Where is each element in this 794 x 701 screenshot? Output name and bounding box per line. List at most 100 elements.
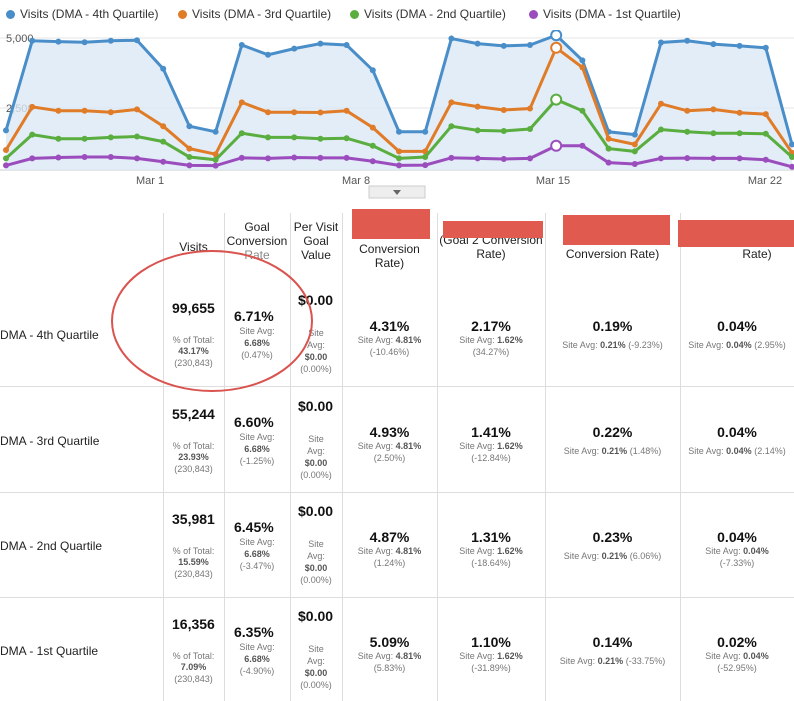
- data-point[interactable]: [684, 155, 691, 162]
- row-label[interactable]: DMA - 2nd Quartile: [0, 539, 103, 553]
- data-point[interactable]: [107, 134, 114, 141]
- data-point[interactable]: [317, 40, 324, 47]
- data-point[interactable]: [343, 135, 350, 142]
- data-point[interactable]: [396, 162, 402, 169]
- row-label[interactable]: DMA - 4th Quartile: [0, 328, 99, 342]
- data-point[interactable]: [55, 154, 62, 161]
- data-point[interactable]: [3, 147, 9, 153]
- data-point[interactable]: [29, 131, 36, 138]
- data-point[interactable]: [265, 134, 271, 141]
- data-point[interactable]: [579, 64, 586, 71]
- data-point[interactable]: [369, 67, 376, 74]
- chevron-down-icon[interactable]: [393, 190, 401, 195]
- data-point[interactable]: [3, 127, 9, 134]
- header-col4[interactable]: Conversion Rate): [359, 242, 420, 270]
- data-point[interactable]: [238, 154, 245, 161]
- data-point[interactable]: [762, 44, 769, 51]
- data-point[interactable]: [658, 39, 664, 46]
- data-point[interactable]: [265, 155, 271, 162]
- data-point[interactable]: [762, 111, 769, 118]
- data-point[interactable]: [238, 42, 245, 48]
- data-point[interactable]: [422, 154, 429, 160]
- data-point[interactable]: [474, 40, 481, 47]
- data-point[interactable]: [631, 131, 638, 138]
- header-col6[interactable]: Conversion Rate): [565, 247, 660, 261]
- data-point[interactable]: [134, 155, 140, 162]
- data-point[interactable]: [396, 155, 402, 162]
- data-point[interactable]: [369, 158, 376, 165]
- data-point[interactable]: [160, 65, 167, 72]
- data-point[interactable]: [579, 142, 586, 149]
- header-col7[interactable]: Rate): [742, 247, 772, 261]
- data-point[interactable]: [55, 38, 62, 45]
- data-point[interactable]: [3, 162, 9, 169]
- data-point[interactable]: [736, 109, 743, 116]
- data-point[interactable]: [789, 141, 794, 148]
- data-point[interactable]: [160, 158, 167, 165]
- data-point[interactable]: [369, 142, 376, 149]
- data-point[interactable]: [81, 135, 88, 142]
- data-point[interactable]: [448, 123, 455, 130]
- data-point[interactable]: [527, 155, 533, 162]
- data-point[interactable]: [343, 154, 350, 161]
- data-point[interactable]: [500, 127, 507, 134]
- data-point[interactable]: [736, 155, 743, 162]
- data-point[interactable]: [710, 155, 717, 162]
- data-point[interactable]: [107, 37, 114, 44]
- data-point[interactable]: [500, 42, 507, 49]
- data-point[interactable]: [605, 159, 612, 166]
- data-point[interactable]: [762, 130, 769, 137]
- data-point[interactable]: [3, 155, 9, 162]
- data-point[interactable]: [134, 106, 140, 113]
- legend-item-4th[interactable]: Visits (DMA - 4th Quartile): [6, 7, 158, 21]
- data-point[interactable]: [369, 124, 376, 131]
- data-point[interactable]: [789, 163, 794, 170]
- data-point[interactable]: [396, 128, 402, 135]
- header-goal-conversion-rate[interactable]: Goal Conversion Rate: [226, 220, 288, 262]
- data-point[interactable]: [579, 107, 586, 114]
- data-point[interactable]: [238, 130, 245, 137]
- data-point[interactable]: [448, 154, 455, 161]
- data-point[interactable]: [186, 162, 193, 169]
- legend-item-2nd[interactable]: Visits (DMA - 2nd Quartile): [350, 7, 506, 21]
- data-point[interactable]: [212, 156, 219, 163]
- data-point[interactable]: [107, 109, 114, 116]
- data-point[interactable]: [291, 134, 298, 141]
- data-point[interactable]: [527, 126, 533, 132]
- data-point[interactable]: [55, 135, 62, 142]
- legend-item-1st[interactable]: Visits (DMA - 1st Quartile): [529, 7, 681, 21]
- data-point[interactable]: [474, 127, 481, 134]
- data-point[interactable]: [500, 155, 507, 162]
- header-per-visit-goal-value[interactable]: Per Visit Goal Value: [293, 220, 339, 262]
- row-label[interactable]: DMA - 3rd Quartile: [0, 434, 100, 448]
- data-point[interactable]: [186, 123, 193, 130]
- data-point[interactable]: [238, 99, 245, 106]
- data-point[interactable]: [343, 42, 350, 48]
- data-point[interactable]: [55, 107, 62, 114]
- data-point[interactable]: [212, 151, 219, 158]
- data-point[interactable]: [789, 154, 794, 160]
- data-point[interactable]: [422, 162, 429, 169]
- data-point[interactable]: [448, 35, 455, 42]
- data-point[interactable]: [550, 41, 563, 54]
- data-point[interactable]: [550, 30, 563, 42]
- data-point[interactable]: [736, 130, 743, 137]
- data-point[interactable]: [317, 135, 324, 142]
- data-point[interactable]: [736, 42, 743, 49]
- data-point[interactable]: [658, 155, 664, 162]
- data-point[interactable]: [81, 107, 88, 114]
- data-point[interactable]: [550, 93, 563, 106]
- data-point[interactable]: [186, 154, 193, 160]
- data-point[interactable]: [422, 128, 429, 135]
- data-point[interactable]: [134, 37, 140, 44]
- legend-item-3rd[interactable]: Visits (DMA - 3rd Quartile): [178, 7, 331, 21]
- data-point[interactable]: [396, 148, 402, 155]
- data-point[interactable]: [212, 162, 219, 169]
- data-point[interactable]: [29, 155, 36, 162]
- data-point[interactable]: [291, 109, 298, 116]
- data-point[interactable]: [81, 154, 88, 160]
- data-point[interactable]: [265, 51, 271, 58]
- data-point[interactable]: [81, 39, 88, 46]
- data-point[interactable]: [658, 100, 664, 107]
- data-point[interactable]: [343, 107, 350, 114]
